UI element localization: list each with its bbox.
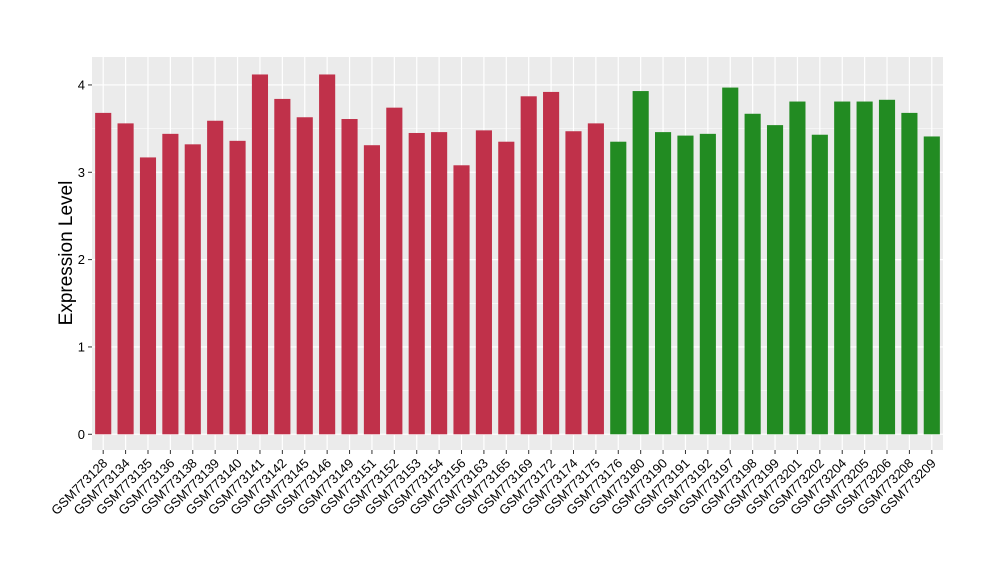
bar-GSM773154 [431, 132, 448, 435]
bar-GSM773153 [408, 132, 425, 435]
y-axis-title: Expression Level [56, 181, 77, 326]
bar-GSM773138 [184, 144, 201, 435]
bar-GSM773206 [878, 99, 896, 435]
y-axis-ticks: 0 1 2 3 4 [78, 77, 92, 442]
bar-GSM773199 [766, 125, 784, 435]
bar-GSM773180 [632, 91, 649, 435]
bar-GSM773165 [498, 141, 515, 435]
bar-GSM773149 [341, 119, 358, 435]
bar-GSM773198 [744, 113, 761, 435]
bar-GSM773145 [296, 117, 313, 435]
bar-GSM773205 [856, 101, 873, 435]
bar-GSM773142 [274, 98, 291, 435]
bar-GSM773190 [655, 132, 672, 435]
y-tick-label: 1 [78, 339, 85, 354]
bar-GSM773139 [207, 120, 224, 435]
bar-GSM773176 [610, 141, 627, 435]
y-tick-label: 4 [78, 77, 85, 92]
bar-GSM773192 [699, 133, 716, 435]
bar-GSM773175 [587, 123, 604, 435]
bar-GSM773201 [789, 101, 806, 435]
bar-GSM773169 [520, 96, 537, 435]
bar-GSM773140 [229, 140, 246, 435]
bar-GSM773135 [139, 157, 157, 435]
bar-GSM773152 [386, 107, 403, 435]
bar-GSM773208 [901, 112, 918, 435]
bar-GSM773204 [834, 101, 851, 435]
bars [95, 74, 940, 435]
bar-GSM773136 [162, 133, 179, 435]
bar-GSM773174 [565, 131, 582, 435]
bar-GSM773128 [95, 112, 112, 435]
bar-GSM773151 [363, 145, 380, 435]
y-tick-label: 3 [78, 165, 85, 180]
bar-GSM773156 [453, 165, 470, 435]
y-tick-label: 0 [78, 427, 85, 442]
bar-GSM773141 [251, 74, 269, 435]
bar-GSM773202 [811, 134, 828, 435]
bar-GSM773172 [543, 91, 560, 435]
bar-GSM773209 [923, 136, 940, 435]
bar-GSM773134 [117, 123, 134, 435]
x-axis-ticks: GSM773128GSM773134GSM773135GSM773136GSM7… [48, 450, 939, 518]
bar-GSM773191 [677, 135, 694, 435]
bar-GSM773197 [722, 87, 739, 435]
bar-GSM773146 [319, 74, 336, 435]
y-tick-label: 2 [78, 252, 85, 267]
bar-GSM773163 [475, 130, 492, 435]
